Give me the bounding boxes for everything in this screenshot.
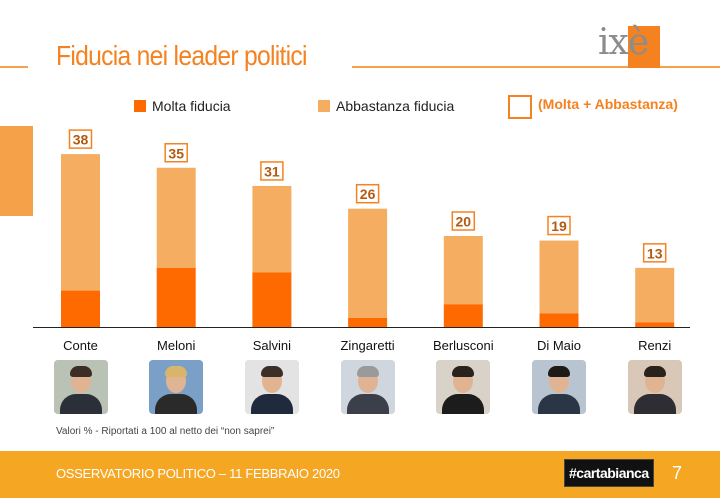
bar-abbastanza-renzi <box>635 267 675 323</box>
legend-molta-label: Molta fiducia <box>152 98 231 114</box>
salvini-photo <box>244 360 299 414</box>
zingaretti-photo <box>340 360 395 414</box>
total-box-salvini <box>260 161 284 181</box>
total-label-conte: 38 <box>73 132 89 148</box>
category-label-di-maio: Di Maio <box>537 338 581 353</box>
category-label-zingaretti: Zingaretti <box>340 338 394 353</box>
total-label-renzi: 13 <box>647 245 663 261</box>
title-accent-line <box>0 66 28 68</box>
category-label-berlusconi: Berlusconi <box>433 338 494 353</box>
category-label-conte: Conte <box>63 338 98 353</box>
photo-shoulders <box>633 394 676 414</box>
footer-text: OSSERVATORIO POLITICO – 11 FEBBRAIO 2020 <box>56 466 340 481</box>
photo-hair <box>356 366 379 377</box>
total-box-di-maio <box>547 215 571 236</box>
slide-title: Fiducia nei leader politici <box>56 40 308 71</box>
photo-shoulders <box>155 394 198 414</box>
legend-abbastanza-label: Abbastanza fiducia <box>336 98 455 114</box>
page-number: 7 <box>672 463 683 483</box>
cartabianca-logo: #cartabianca <box>564 459 654 487</box>
bar-molta-zingaretti <box>348 317 388 327</box>
photo-hair <box>69 366 92 377</box>
legend-abbastanza: Abbastanza fiducia <box>318 96 454 116</box>
legend-abbastanza-swatch <box>318 100 330 112</box>
bar-abbastanza-salvini <box>252 185 292 273</box>
bar-molta-salvini <box>252 272 292 327</box>
photo-shoulders <box>346 394 389 414</box>
photo-shoulders <box>442 394 485 414</box>
bar-molta-meloni <box>156 267 196 327</box>
photo-hair <box>165 366 188 377</box>
legend-total-label: (Molta + Abbastanza) <box>538 96 678 112</box>
legend-molta: Molta fiducia <box>134 96 231 116</box>
logo-box <box>628 26 660 68</box>
title-rule <box>352 66 720 68</box>
photo-shoulders <box>59 394 102 414</box>
bar-abbastanza-berlusconi <box>443 236 483 305</box>
photo-shoulders <box>538 394 580 414</box>
legend-total-box <box>508 95 532 119</box>
photo-hair <box>548 366 570 377</box>
category-label-meloni: Meloni <box>157 338 195 353</box>
bar-molta-di-maio <box>539 313 579 327</box>
photo-hair <box>260 366 283 377</box>
total-label-salvini: 31 <box>264 163 280 179</box>
total-label-meloni: 35 <box>168 145 184 161</box>
total-box-renzi <box>642 243 667 263</box>
category-label-salvini: Salvini <box>253 338 291 353</box>
total-box-conte <box>68 129 93 149</box>
ixe-logo: ixè <box>598 18 664 72</box>
total-label-di-maio: 19 <box>551 218 567 234</box>
category-label-renzi: Renzi <box>638 338 671 353</box>
total-box-meloni <box>164 143 188 163</box>
total-box-zingaretti <box>355 183 380 204</box>
berlusconi-photo <box>436 360 491 414</box>
photo-hair <box>643 366 666 377</box>
bar-molta-conte <box>61 290 100 327</box>
total-label-zingaretti: 26 <box>360 186 376 202</box>
bar-abbastanza-meloni <box>156 167 196 268</box>
bar-abbastanza-conte <box>61 154 100 291</box>
di-maio-photo <box>532 360 586 414</box>
footnote: Valori % - Riportati a 100 al netto dei … <box>56 426 275 437</box>
bar-molta-renzi <box>635 322 675 327</box>
legend-molta-swatch <box>134 100 146 112</box>
photo-hair <box>452 366 475 377</box>
conte-photo <box>53 360 108 414</box>
bar-abbastanza-zingaretti <box>348 208 388 318</box>
renzi-photo <box>627 360 682 414</box>
logo-text: ixè <box>598 22 649 63</box>
photo-shoulders <box>250 394 293 414</box>
bar-molta-berlusconi <box>443 304 483 327</box>
total-box-berlusconi <box>451 211 476 231</box>
side-accent-tab <box>0 126 33 216</box>
bar-abbastanza-di-maio <box>539 240 579 314</box>
brand-text: #cartabianca <box>569 465 649 481</box>
stacked-bar-chart: 38 Conte 35 Meloni 31 Salvini 26 Zingaretti 20 Be… <box>33 129 690 353</box>
meloni-photo <box>149 360 204 414</box>
total-label-berlusconi: 20 <box>456 214 472 230</box>
